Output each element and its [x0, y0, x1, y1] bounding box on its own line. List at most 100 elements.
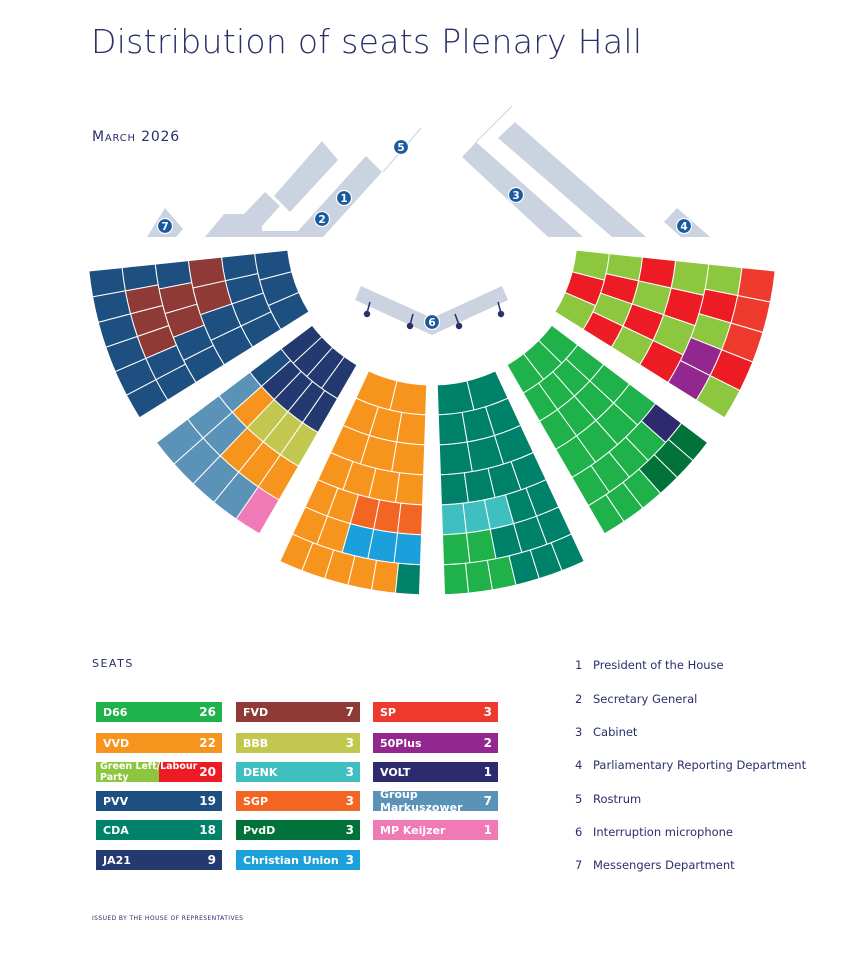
party-name: 50Plus: [380, 736, 422, 750]
party-name: D66: [103, 705, 128, 719]
seat-vvd: [395, 472, 425, 506]
seat-d66: [441, 532, 471, 566]
key-number: 7: [575, 858, 583, 872]
badge-number: 1: [340, 193, 347, 205]
key-label: Interruption microphone: [593, 825, 734, 839]
legend-item-sgp: SGP 3: [236, 791, 360, 811]
seat-count: 1: [483, 765, 492, 779]
seat-pvv: [125, 379, 169, 419]
legend-item-cu: Christian Union 3: [236, 850, 360, 870]
microphone-icon[interactable]: [497, 310, 505, 318]
furniture: [147, 122, 710, 335]
seat-count: 3: [345, 853, 354, 867]
key-item: 2 Secretary General: [575, 692, 697, 706]
party-name: DENK: [243, 765, 278, 779]
key-item: 7 Messengers Department: [575, 858, 735, 872]
location-badge-2: 2: [313, 210, 331, 228]
seat-count: 22: [199, 736, 216, 750]
seat-count: 18: [199, 823, 216, 837]
party-name: PvdD: [243, 823, 276, 837]
seat-count: 3: [345, 794, 354, 808]
seat-cu: [367, 528, 399, 564]
legend-item-pvv: PVV 19: [96, 791, 222, 811]
legend-item-ja21: JA21 9: [96, 850, 222, 870]
party-name: JA21: [103, 853, 131, 867]
cabinet-desk-front: [462, 142, 583, 237]
seat-count: 3: [483, 705, 492, 719]
legend-item-denk: DENK 3: [236, 762, 360, 782]
seats-heading: SEATS: [92, 657, 134, 670]
party-name: SGP: [243, 794, 269, 808]
party-name: Christian Union: [243, 853, 339, 867]
location-badge-7: 7: [156, 217, 174, 235]
party-name: Group Markuszower: [380, 788, 463, 814]
seat-cda: [438, 441, 473, 476]
desk-lower-left: [205, 192, 280, 237]
badge-number: 4: [680, 221, 687, 233]
location-badge-4: 4: [675, 217, 693, 235]
cabinet-line: [475, 105, 513, 143]
seat-count: 2: [483, 736, 492, 750]
microphones: [363, 301, 505, 330]
badge-number: 6: [428, 317, 435, 329]
cabinet-desk-back: [498, 122, 646, 237]
party-name: BBB: [243, 736, 269, 750]
key-number: 4: [575, 758, 583, 772]
party-name: VOLT: [380, 765, 411, 779]
president-desk: [262, 156, 382, 237]
seat-count: 9: [207, 853, 216, 867]
seat-sp: [737, 267, 776, 303]
key-item: 4 Parliamentary Reporting Department: [575, 758, 806, 772]
seat-count: 20: [199, 765, 216, 779]
page-title: Distribution of seats Plenary Hall: [91, 22, 643, 61]
key-item: 1 President of the House: [575, 658, 724, 672]
legend-item-volt: VOLT 1: [373, 762, 498, 782]
seat-cda: [394, 562, 422, 596]
party-name: VVD: [103, 736, 130, 750]
badge-number: 5: [397, 142, 404, 154]
seat-count: 7: [483, 794, 492, 808]
legend-item-pvdd: PvdD 3: [236, 820, 360, 840]
legend-item-sp: SP 3: [373, 702, 498, 722]
key-item: 5 Rostrum: [575, 792, 641, 806]
key-label: Cabinet: [593, 725, 638, 739]
seat-count: 3: [345, 823, 354, 837]
key-label: President of the House: [593, 658, 724, 672]
badge-number: 2: [318, 214, 325, 226]
seat-vvd: [396, 411, 427, 446]
legend-item-vvd: VVD 22: [96, 733, 222, 753]
key-item: 3 Cabinet: [575, 725, 637, 739]
location-badge-1: 1: [335, 189, 353, 207]
seat-cu: [393, 532, 423, 566]
seat-d66: [442, 562, 470, 596]
legend-item-50plus: 50Plus 2: [373, 733, 498, 753]
seat-count: 19: [199, 794, 216, 808]
seat-count: 3: [345, 765, 354, 779]
seat-keijzer: [235, 486, 280, 535]
microphone-icon[interactable]: [406, 322, 414, 330]
seat-vvd: [389, 380, 428, 416]
plenary-hall-diagram: 1 2 3 4 5 6 7: [88, 105, 776, 596]
legend-item-gm: Group Markuszower 7: [373, 788, 498, 814]
key-label: Rostrum: [593, 792, 642, 806]
seat-cda: [550, 533, 585, 572]
legend-item-fvd: FVD 7: [236, 702, 360, 722]
key-number: 1: [575, 658, 583, 672]
key-number: 3: [575, 725, 583, 739]
key-label: Secretary General: [593, 692, 698, 706]
seat-count: 3: [345, 736, 354, 750]
party-name: FVD: [243, 705, 269, 719]
key-number: 2: [575, 692, 583, 706]
microphone-icon[interactable]: [455, 322, 463, 330]
badge-number: 7: [161, 221, 168, 233]
microphone-icon[interactable]: [363, 310, 371, 318]
key-item: 6 Interruption microphone: [575, 825, 733, 839]
legend-item-cda: CDA 18: [96, 820, 222, 840]
party-name: SP: [380, 705, 396, 719]
location-badge-6: 6: [423, 313, 441, 331]
seat-cda: [439, 472, 469, 506]
key-label: Parliamentary Reporting Department: [593, 758, 807, 772]
badge-number: 3: [512, 190, 519, 202]
legend-item-bbb: BBB 3: [236, 733, 360, 753]
key-number: 5: [575, 792, 583, 806]
